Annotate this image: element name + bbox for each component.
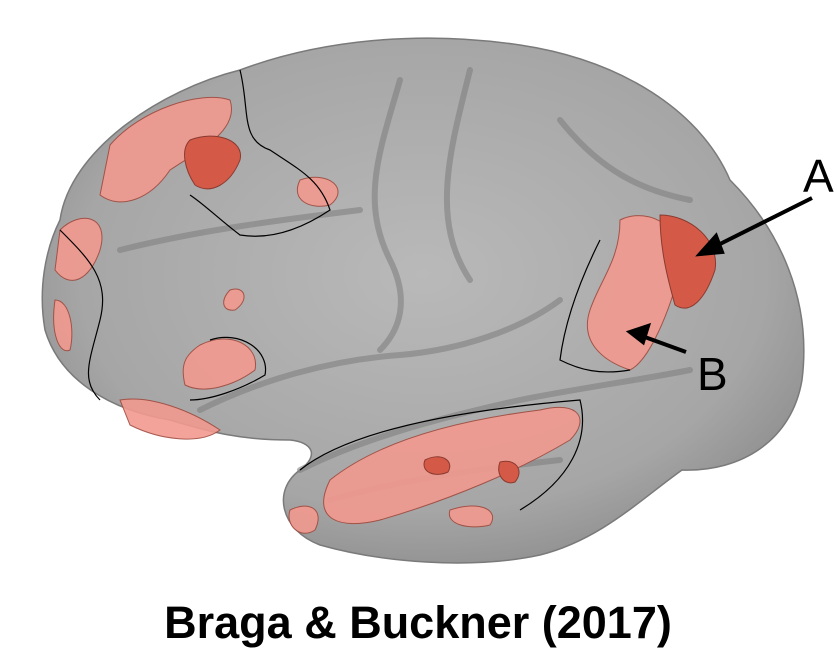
figure: A B Braga & Buckner (2017)	[0, 0, 837, 654]
brain	[42, 38, 804, 563]
page: {"labels": {"a": "A", "b": "B"}, "captio…	[0, 0, 837, 654]
label-b: B	[697, 348, 728, 400]
caption: Braga & Buckner (2017)	[164, 597, 672, 648]
label-a: A	[803, 150, 834, 202]
